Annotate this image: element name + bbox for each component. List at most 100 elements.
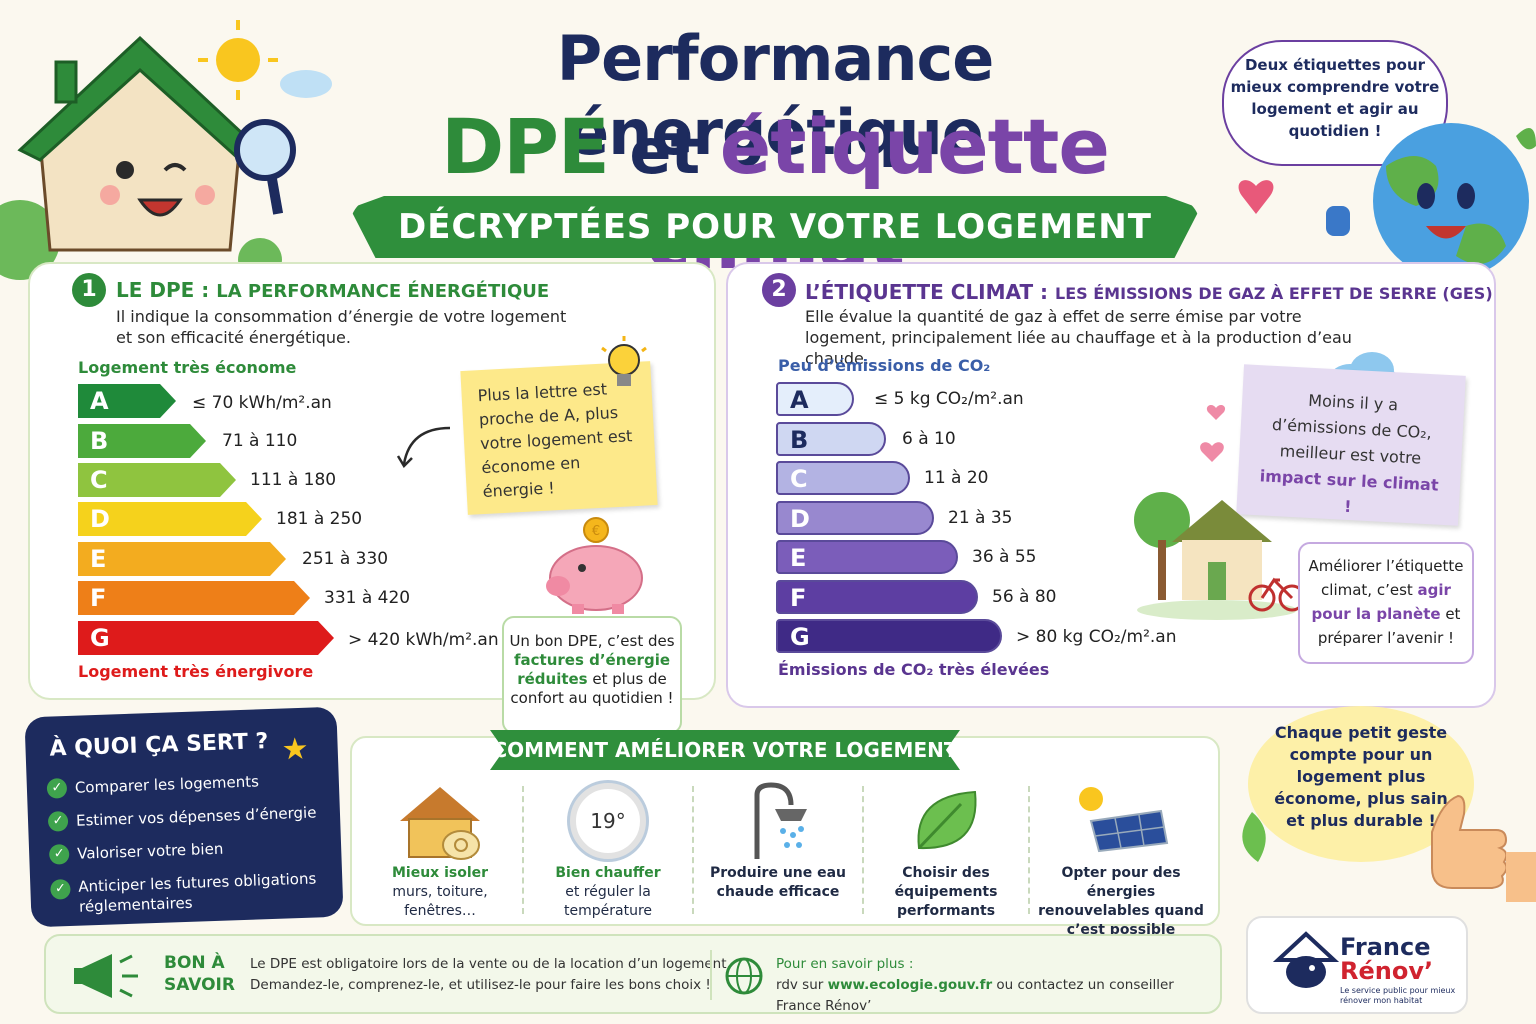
thermostat-icon: 19° (570, 783, 646, 859)
svg-text:€: € (592, 524, 600, 539)
dpe-top-label: Logement très économe (78, 358, 297, 377)
geste-text: Chaque petit geste compte pour un logeme… (1274, 723, 1448, 830)
climat-bar-c: C (776, 461, 910, 495)
tip-title: Mieux isoler (391, 865, 489, 881)
eco-house-illustration (1134, 492, 1302, 620)
climat-sticky-pre: Moins il y a d’émissions de CO₂, meilleu… (1271, 390, 1433, 468)
sun-cloud-illustration (198, 20, 332, 100)
usage-item: ✓ Valoriser votre bien (48, 835, 330, 865)
usage-item: ✓ Comparer les logements (46, 769, 328, 799)
check-icon: ✓ (47, 811, 69, 832)
climat-number-badge: 2 (762, 273, 796, 307)
climat-title-rest: LES ÉMISSIONS DE GAZ À EFFET DE SERRE (G… (1055, 284, 1493, 303)
ecologie-link[interactable]: www.ecologie.gouv.fr (827, 977, 993, 993)
title-et: et (608, 115, 720, 188)
climat-bottom-label: Émissions de CO₂ très élevées (778, 660, 1050, 679)
dpe-title-rest: LA PERFORMANCE ÉNERGÉTIQUE (216, 281, 550, 302)
usage-item: ✓ Estimer vos dépenses d’énergie (47, 802, 329, 832)
dpe-box-post: et plus de confort au quotidien ! (510, 670, 674, 707)
dpe-range-d: 181 à 250 (276, 509, 363, 529)
usage-item-label: Anticiper les futures obligations réglem… (78, 869, 317, 916)
house-mascot-illustration (0, 35, 296, 282)
solar-panel-icon (1079, 787, 1169, 853)
tip-renouvelables: Opter pour des énergies renouvelables qu… (1036, 778, 1206, 938)
info-banner: BON À SAVOIR Le DPE est obligatoire lors… (44, 934, 1222, 1014)
brand-name-2: Rénov’ (1340, 957, 1434, 985)
divider (862, 786, 864, 914)
tip-isoler: Mieux isoler murs, toiture, fenêtres… (360, 778, 520, 919)
climat-benefit-box: Améliorer l’étiquette climat, c’est agir… (1298, 542, 1474, 664)
thumbs-up-illustration (1431, 794, 1536, 902)
dpe-bar-b: B (78, 424, 206, 458)
tip-title: Choisir des équipements performants (894, 865, 998, 919)
bon-a-savoir-label: BON À SAVOIR (164, 953, 235, 995)
climat-range-g: > 80 kg CO₂/m².an (1016, 627, 1177, 647)
climat-box-post: et préparer l’avenir ! (1317, 605, 1461, 647)
page-subtitle: DPE et étiquette climat (345, 102, 1205, 287)
france-renov-logo: France Rénov’ Le service public pour mie… (1246, 916, 1468, 1014)
climat-range-c: 11 à 20 (924, 468, 989, 488)
tip-equipements: Choisir des équipements performants (866, 778, 1026, 919)
usage-item-label: Comparer les logements (74, 772, 260, 797)
dpe-range-b: 71 à 110 (222, 431, 298, 451)
divider (522, 786, 524, 914)
dpe-title-main: LE DPE : (116, 278, 210, 302)
climat-title-main: L’ÉTIQUETTE CLIMAT : (805, 280, 1049, 304)
page-title: Performance énergétique (556, 22, 995, 169)
dpe-bottom-label: Logement très énergivore (78, 662, 314, 681)
dpe-range-c: 111 à 180 (250, 470, 337, 490)
climat-bar-d: D (776, 501, 934, 535)
dpe-range-g: > 420 kWh/m².an (348, 630, 499, 650)
dpe-number-badge: 1 (72, 273, 106, 307)
climat-range-b: 6 à 10 (902, 429, 956, 449)
climat-range-a: ≤ 5 kg CO₂/m².an (874, 389, 1024, 409)
thermostat-value: 19° (590, 808, 626, 833)
tip-subtitle: et réguler la température (564, 884, 652, 919)
leaf-icon (917, 790, 977, 850)
dpe-bar-g: G (78, 621, 334, 655)
usage-title: À QUOI ÇA SERT ? (49, 729, 269, 762)
climat-box-pre: Améliorer l’étiquette climat, c’est (1308, 557, 1464, 599)
globe-icon (725, 957, 763, 995)
divider (710, 950, 712, 1000)
tip-chauffer: 19° Bien chauffer et réguler la températ… (528, 778, 688, 919)
climat-bar-e: E (776, 540, 958, 574)
hearts-icon (1200, 405, 1226, 462)
dpe-bar-e: E (78, 542, 286, 576)
check-icon: ✓ (46, 778, 68, 799)
divider (692, 786, 694, 914)
leaves-decoration-icon (1242, 812, 1266, 862)
usage-item-label: Valoriser votre bien (76, 839, 224, 863)
dpe-bar-a: A (78, 384, 176, 418)
dpe-scale: A ≤ 70 kWh/m².an B 71 à 110 C 111 à 180 … (78, 384, 508, 664)
shower-icon (754, 782, 807, 859)
dpe-range-f: 331 à 420 (324, 588, 411, 608)
dpe-range-a: ≤ 70 kWh/m².an (192, 393, 332, 413)
piggy-bank-icon: € (546, 517, 643, 614)
tip-eau-chaude: Produire une eau chaude efficace (698, 778, 858, 918)
savoir-plus-text: rdv sur www.ecologie.gouv.fr ou contacte… (776, 975, 1220, 1017)
dpe-box-highlight: factures d’énergie réduites (513, 651, 671, 688)
brand-tagline: Le service public pour mieux rénover mon… (1340, 986, 1456, 1005)
climat-range-e: 36 à 55 (972, 547, 1037, 567)
bon-a-savoir-text: Le DPE est obligatoire lors de la vente … (250, 954, 731, 996)
dpe-range-e: 251 à 330 (302, 549, 389, 569)
tip-title: Bien chauffer (555, 865, 661, 881)
dpe-box-pre: Un bon DPE, c’est des (509, 632, 675, 650)
megaphone-icon (74, 954, 138, 998)
curved-arrow-icon (396, 426, 451, 469)
title-ribbon: DÉCRYPTÉES POUR VOTRE LOGEMENT (350, 196, 1200, 258)
star-icon: ★ (281, 731, 310, 768)
savoir-plus: Pour en savoir plus : rdv sur www.ecolog… (776, 954, 1220, 1017)
climat-bar-g: G (776, 619, 1002, 653)
climat-scale: A ≤ 5 kg CO₂/m².an B 6 à 10 C 11 à 20 D … (776, 382, 1196, 662)
climat-description: Elle évalue la quantité de gaz à effet d… (805, 307, 1352, 368)
climat-bar-a: A (776, 382, 854, 416)
earth-mascot-illustration (1238, 123, 1536, 276)
brand-name-1: France (1340, 933, 1431, 961)
dpe-benefit-box: Un bon DPE, c’est des factures d’énergie… (502, 616, 682, 734)
usage-item-label: Estimer vos dépenses d’énergie (75, 803, 317, 830)
title-dpe: DPE (441, 102, 610, 191)
climat-top-label: Peu d’émissions de CO₂ (778, 356, 991, 375)
dpe-bar-f: F (78, 581, 310, 615)
